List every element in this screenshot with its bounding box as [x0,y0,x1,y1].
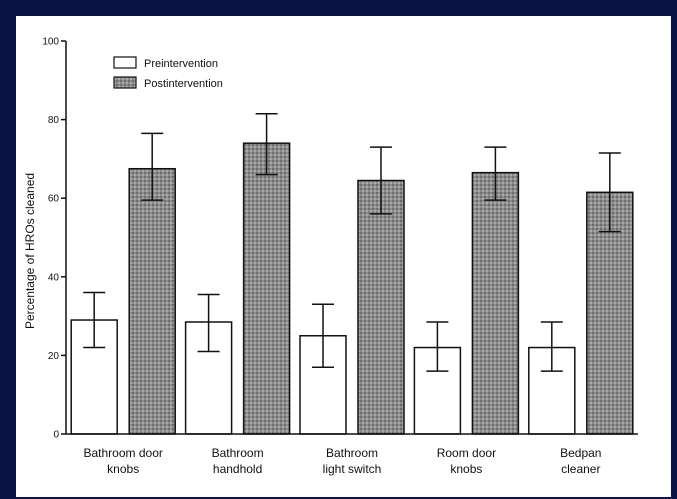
y-tick-label: 80 [48,115,60,126]
x-category-label: Bedpan [560,446,601,460]
x-category-label: Bathroom [212,446,264,460]
bar-chart: 0 20 40 60 80 100 Bathroom door knobs Bathroom h… [16,16,671,497]
bar-postintervention [129,169,175,434]
x-category-label: Bathroom door [84,446,163,460]
x-category-label: light switch [323,462,382,476]
bars [71,114,633,434]
y-axis: 0 20 40 60 80 100 [42,37,66,441]
bar-postintervention [358,181,404,434]
legend-swatch [114,77,136,88]
x-axis: Bathroom door knobs Bathroom handhold Bathro… [66,434,638,476]
x-category-label: knobs [107,462,139,476]
legend-label: Postintervention [144,78,223,90]
x-category-label: cleaner [561,462,600,476]
y-tick-label: 20 [48,351,60,362]
y-tick-label: 100 [42,37,59,48]
y-tick-label: 0 [53,430,59,441]
y-tick-label: 60 [48,194,60,205]
x-category-label: knobs [450,462,482,476]
x-category-label: Room door [437,446,496,460]
legend-swatch [114,57,136,68]
x-category-label: handhold [213,462,262,476]
chart-panel: 0 20 40 60 80 100 Bathroom door knobs Bathroom h… [16,16,671,497]
legend: Preintervention Postintervention [114,57,223,90]
bar-postintervention [472,173,518,434]
x-category-label: Bathroom [326,446,378,460]
y-tick-label: 40 [48,272,60,283]
legend-label: Preintervention [144,58,218,70]
y-axis-label: Percentage of HROs cleaned [23,173,37,329]
bar-postintervention [244,143,290,434]
